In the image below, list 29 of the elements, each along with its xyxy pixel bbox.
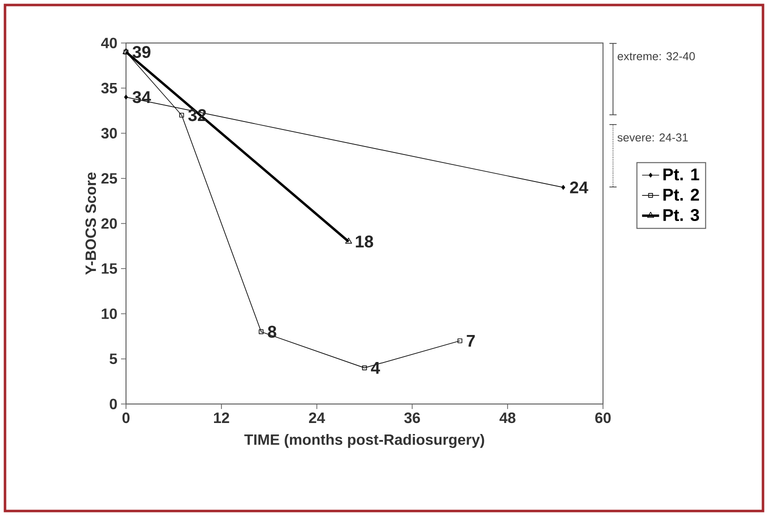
y-tick-label: 10 bbox=[102, 308, 117, 320]
data-label: 4 bbox=[370, 362, 380, 374]
legend-label: Pt. 1 bbox=[663, 168, 700, 180]
x-axis-title: TIME (months post-Radiosurgery) bbox=[244, 434, 484, 448]
x-tick-label: 12 bbox=[214, 412, 230, 423]
x-tick-label: 0 bbox=[122, 412, 130, 424]
y-tick-label: 15 bbox=[102, 263, 118, 274]
data-label: 39 bbox=[132, 46, 150, 58]
x-tick-label: 24 bbox=[309, 412, 326, 423]
data-label: 34 bbox=[132, 91, 151, 104]
y-tick-label: 20 bbox=[101, 218, 117, 229]
text: severe: 24-31 bbox=[618, 133, 688, 142]
x-tick-label: 48 bbox=[500, 412, 516, 424]
legend-label: Pt. 2 bbox=[663, 188, 699, 201]
y-tick-label: 40 bbox=[101, 38, 117, 48]
x-tick-label: 60 bbox=[595, 412, 611, 424]
data-label: 7 bbox=[466, 334, 475, 347]
text: extreme: 32-40 bbox=[618, 52, 695, 60]
x-tick-label: 36 bbox=[404, 412, 420, 424]
y-tick-label: 35 bbox=[101, 82, 118, 94]
y-axis-title: Y-BOCS Score bbox=[85, 172, 96, 275]
y-tick-label: 0 bbox=[110, 398, 117, 410]
legend-label: Pt. 3 bbox=[663, 209, 700, 222]
y-tick-label: 25 bbox=[101, 173, 118, 184]
y-tick-label: 30 bbox=[101, 128, 117, 139]
y-tick-label: 5 bbox=[110, 354, 118, 364]
data-label: 8 bbox=[268, 326, 276, 338]
data-label: 18 bbox=[356, 236, 374, 248]
data-label: 24 bbox=[570, 181, 588, 194]
